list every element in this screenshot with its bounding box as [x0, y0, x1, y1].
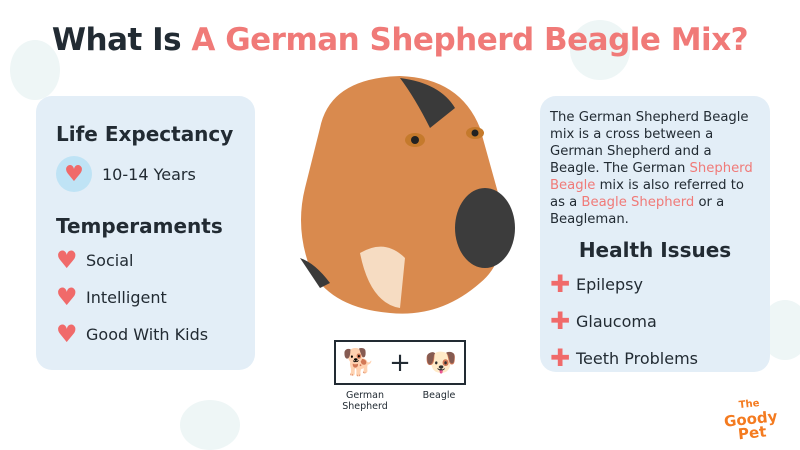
description: The German Shepherd Beagle mix is a cros…	[550, 110, 753, 227]
beagle-icon: 🐶	[424, 347, 458, 378]
german-shepherd-label: German Shepherd	[342, 390, 388, 412]
paw-print-decoration	[180, 400, 240, 450]
plus-sign: +	[389, 347, 411, 378]
list-item: ♥ Good With Kids	[56, 320, 209, 348]
paw-print-decoration	[570, 20, 630, 80]
list-item: ✚ Teeth Problems	[550, 344, 698, 372]
dog-illustration	[300, 76, 515, 314]
the-goody-pet-logo: The Goody Pet	[723, 398, 779, 444]
paw-print-decoration	[10, 40, 60, 100]
health-issues-heading: Health Issues	[578, 238, 732, 262]
page-title: What Is A German Shepherd Beagle Mix?	[51, 22, 749, 58]
list-item: ✚ Glaucoma	[550, 307, 657, 335]
life-expectancy-heading: Life Expectancy	[56, 122, 234, 146]
life-card: Life Expectancy ♥ 10-14 Years Temperament…	[36, 96, 255, 370]
list-item: ✚ Epilepsy	[550, 270, 643, 298]
heart-icon: ♥	[56, 156, 92, 192]
heart-icon: ♥	[56, 320, 78, 348]
heart-icon: ♥	[56, 246, 78, 274]
german-shepherd-icon: 🐕	[342, 347, 376, 378]
temperaments-heading: Temperaments	[56, 214, 223, 238]
beagle-label: Beagle	[422, 390, 456, 401]
medical-cross-icon: ✚	[550, 270, 571, 298]
life-expectancy-value: 10-14 Years	[102, 164, 196, 184]
medical-cross-icon: ✚	[550, 307, 571, 335]
breed-mix-box: 🐕 + 🐶	[334, 340, 466, 385]
list-item: ♥ Intelligent	[56, 283, 167, 311]
heart-icon: ♥	[56, 283, 78, 311]
info-card: The German Shepherd Beagle mix is a cros…	[540, 96, 770, 372]
medical-cross-icon: ✚	[550, 344, 571, 372]
list-item: ♥ Social	[56, 246, 134, 274]
